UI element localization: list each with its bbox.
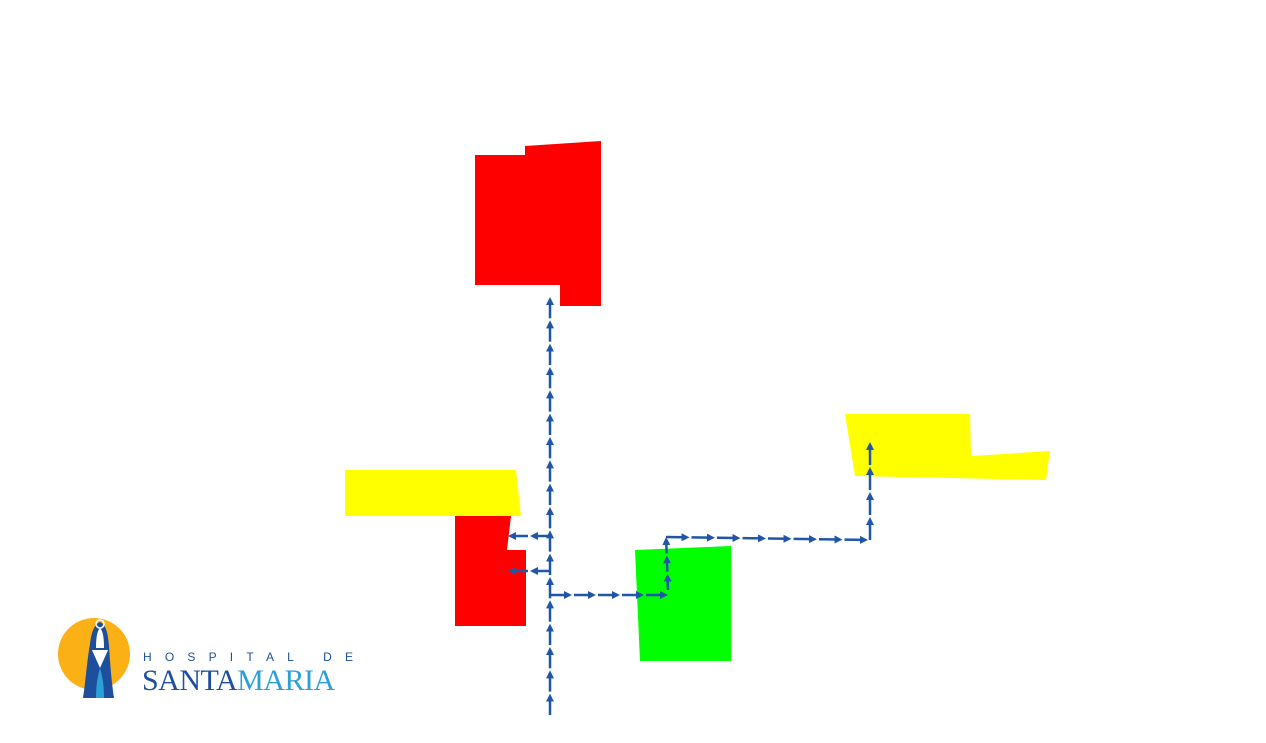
logo-line-2-part-1: SANTA — [142, 664, 238, 697]
evacuation-routes — [508, 297, 874, 715]
logo-line-2: SANTAMARIA — [142, 665, 335, 697]
logo-emblem-icon — [58, 618, 130, 698]
red-zone-top — [475, 141, 601, 306]
yellow-zone-left — [345, 470, 521, 516]
green-zone — [635, 546, 731, 661]
yellow-zone-right — [845, 414, 1050, 480]
red-zone-bottom-left — [455, 516, 526, 626]
logo-line-1: HOSPITAL DE — [143, 650, 367, 664]
logo-line-2-part-2: MARIA — [237, 664, 335, 697]
hospital-logo: HOSPITAL DE SANTAMARIA — [56, 614, 356, 704]
